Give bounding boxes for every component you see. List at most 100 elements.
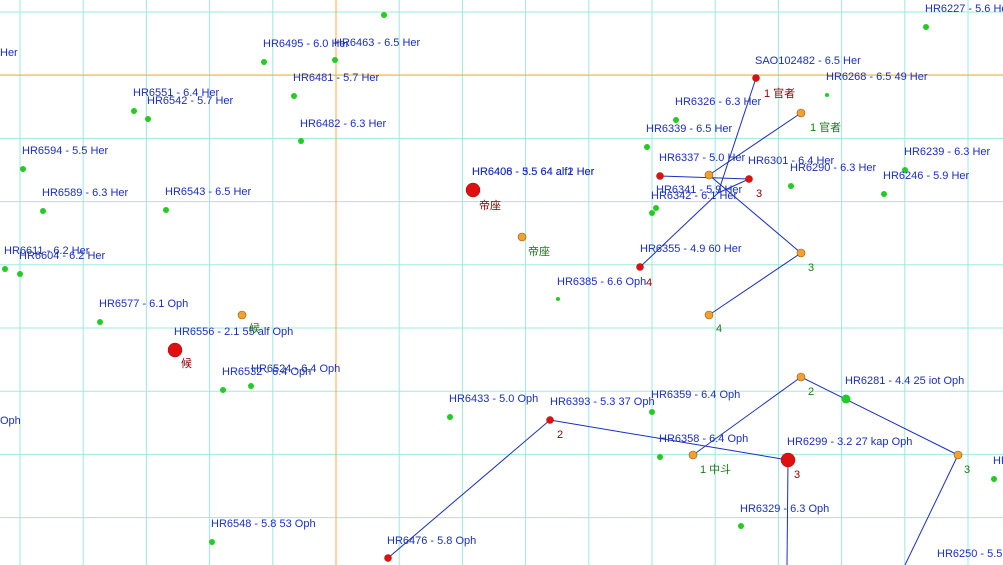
star-label: HR6341 - 5.9 Her [656,184,743,196]
star-label: HR6246 - 5.9 Her [883,170,970,182]
star [381,12,387,18]
asterism-marker [953,450,963,460]
star-label: HR6577 - 6.1 Oph [99,298,188,310]
asterism-label: 帝座 [479,198,501,212]
star [167,342,183,358]
star-label: HR6476 - 5.8 Oph [387,535,476,547]
star-label: HR6594 - 5.5 Her [22,145,109,157]
star-label: Her [0,47,18,59]
asterism-label: 2 [808,386,814,398]
asterism-marker [704,310,714,320]
asterism-label: 3 [808,262,814,274]
star [17,271,23,277]
star-label: HR6548 - 5.8 53 Oph [211,518,316,530]
star [657,454,663,460]
asterism-label: 候 [249,321,260,335]
star [291,93,297,99]
star-label: HR6495 - 6.0 Her [263,38,350,50]
star-label: HR6589 - 6.3 Her [42,187,129,199]
star [20,166,26,172]
line [549,419,789,461]
star [923,24,929,30]
star-label: HR6604 - 6.2 Her [19,250,106,262]
asterism-label: 帝座 [528,244,550,258]
star [332,57,338,63]
star-label: HR6463 - 6.5 Her [334,37,421,49]
star-label: HR6393 - 5.3 37 Oph [550,396,655,408]
line [708,174,802,254]
star [841,394,851,404]
star [298,138,304,144]
constellation-lines [387,77,959,565]
asterism-label: 2 [557,429,563,441]
asterism-label: 4 [716,323,722,335]
asterism-marker [796,372,806,382]
star-label: HR6268 - 6.5 49 Her [826,71,928,83]
star [261,59,267,65]
star [546,416,554,424]
star-label: HR6326 - 6.3 Her [675,96,762,108]
star-label: HR6329 - 6.3 Oph [740,503,829,515]
star-label: HR6481 - 5.7 Her [293,72,380,84]
star [384,554,392,562]
asterism-marker [796,108,806,118]
star-label: HR6281 - 4.4 25 iot Oph [845,375,964,387]
star [209,539,215,545]
asterism-marker [704,170,714,180]
asterism-marker [517,232,527,242]
star [163,207,169,213]
star-label: HR6290 - 6.3 Her [790,162,877,174]
star-label: HR6358 - 6.4 Oph [659,433,748,445]
star [145,116,151,122]
star-label: HR6551 - 6.4 Her [133,87,220,99]
star-label: HR6339 - 6.5 Her [646,123,733,135]
star-label: HR6239 - 6.3 Her [904,146,991,158]
stars [2,12,997,562]
asterism-label: 4 [646,277,652,289]
star [131,108,137,114]
star-label: HR6406 - 3.5 64 alf1 Her [472,166,595,178]
asterism-marker [688,450,698,460]
asterism-label: 3 [756,188,762,200]
star [780,452,796,468]
star-label: HR6556 - 2.1 55 alf Oph [174,326,293,338]
asterism-label: 1 官者 [764,86,795,100]
star-label: HR6482 - 6.3 Her [300,118,387,130]
line [387,419,551,559]
star [745,175,753,183]
star-label: HR6611 - 6.2 Her [4,245,90,257]
star-label: HR6337 - 5.0 Her [659,152,746,164]
asterism-label: 1 官者 [810,120,841,134]
line [708,112,802,176]
line [904,454,959,565]
asterism-label: 3 [794,469,800,481]
line [786,459,789,565]
star [788,183,794,189]
star [902,167,908,173]
star [991,476,997,482]
star-label: HR6543 - 6.5 Her [165,186,252,198]
star-label: HR6355 - 4.9 60 Her [640,243,742,255]
star-label: HR6432 - 6.0 Her [383,0,470,2]
star [465,182,481,198]
star-label: HR6250 - 5.5 [937,548,1002,560]
star [97,319,103,325]
star [881,191,887,197]
star [738,523,744,529]
star-label: HR6385 - 6.6 Oph [557,276,646,288]
star-label: HR [993,455,1003,467]
star [649,409,655,415]
star [673,117,679,123]
star [447,414,453,420]
star-label: HR6301 - 6.4 Her [748,155,835,167]
star-label: SAO102482 - 6.5 Her [755,55,861,67]
star-label: HR6524 - 6.4 Oph [251,363,340,375]
star [2,266,8,272]
line [639,192,719,268]
asterism-marker [796,248,806,258]
star [40,208,46,214]
